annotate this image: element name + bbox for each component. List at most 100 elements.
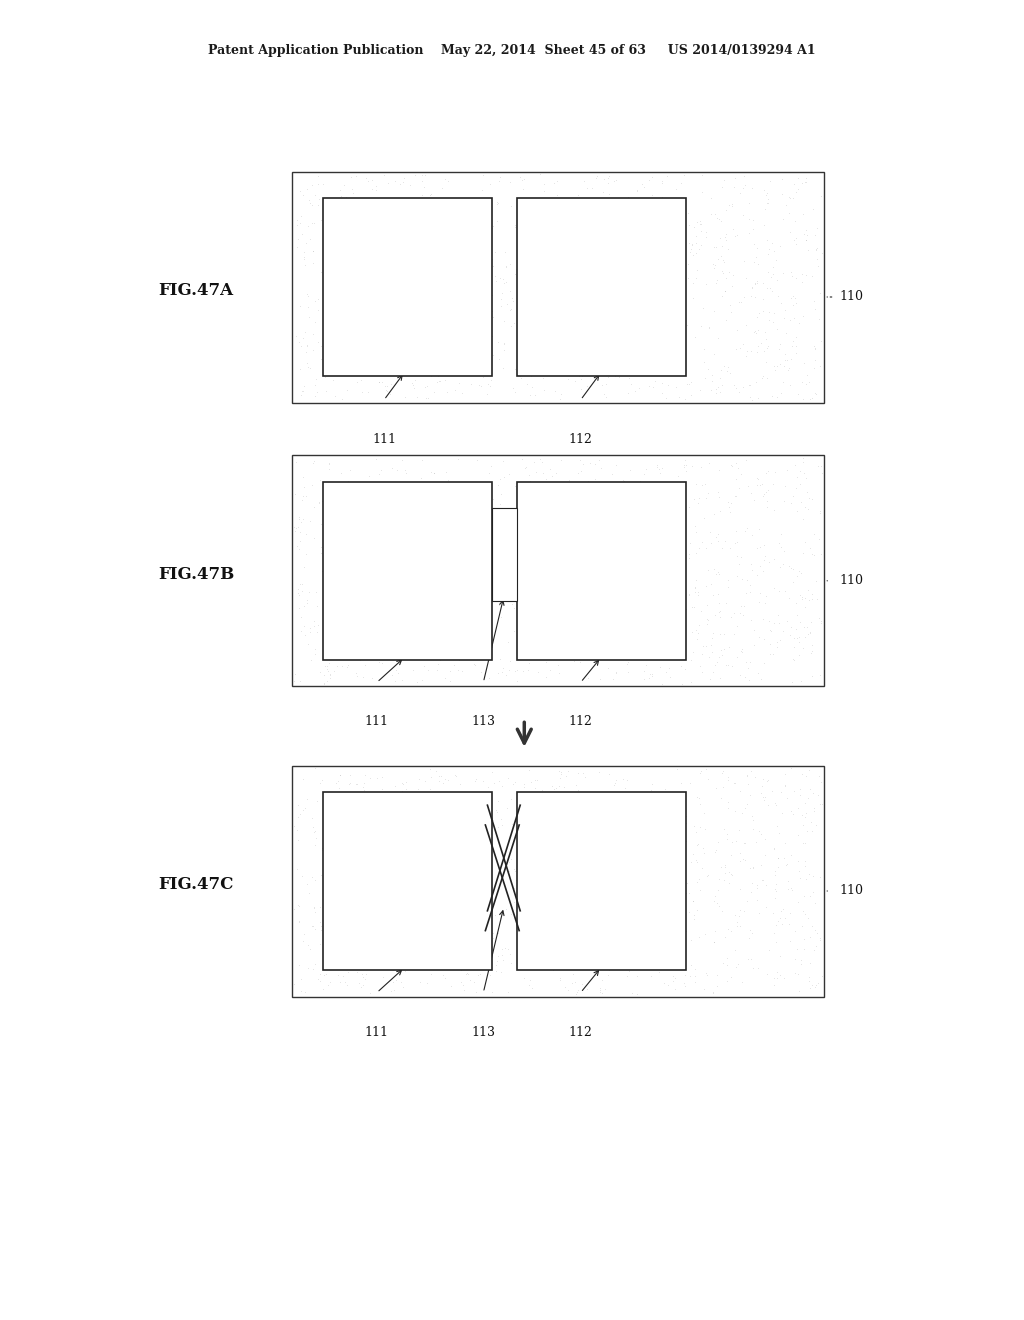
Point <box>420 659 436 680</box>
Point <box>563 973 580 994</box>
Point <box>757 545 773 566</box>
Point <box>664 519 680 540</box>
Point <box>708 527 724 548</box>
Point <box>342 330 358 351</box>
Point <box>291 895 307 916</box>
Point <box>437 202 454 223</box>
Point <box>340 290 356 312</box>
Point <box>547 380 563 401</box>
Point <box>472 207 488 228</box>
Point <box>603 792 620 813</box>
Point <box>393 792 410 813</box>
Point <box>396 578 413 599</box>
Point <box>361 595 378 616</box>
Point <box>540 830 556 851</box>
Point <box>389 948 406 969</box>
Point <box>486 242 503 263</box>
Point <box>295 380 311 401</box>
Point <box>351 216 368 238</box>
Point <box>318 380 335 401</box>
Point <box>518 545 535 566</box>
Point <box>530 632 547 653</box>
Point <box>518 809 535 830</box>
Point <box>468 982 484 1003</box>
Point <box>423 767 439 788</box>
Point <box>666 838 682 859</box>
Point <box>554 619 570 640</box>
Point <box>709 651 725 672</box>
Point <box>560 587 577 609</box>
Point <box>524 871 541 892</box>
Point <box>410 830 426 851</box>
Point <box>599 235 615 256</box>
Point <box>698 614 715 635</box>
Point <box>808 974 824 995</box>
Point <box>503 849 519 870</box>
Point <box>688 628 705 649</box>
Point <box>579 640 595 661</box>
Point <box>427 252 443 273</box>
Point <box>668 583 684 605</box>
Point <box>496 467 512 488</box>
Point <box>738 766 755 787</box>
Point <box>429 490 445 511</box>
Point <box>577 323 593 345</box>
Point <box>325 564 341 585</box>
Point <box>577 927 593 948</box>
Point <box>371 644 387 665</box>
Point <box>396 387 413 408</box>
Point <box>509 659 525 680</box>
Point <box>714 374 730 395</box>
Point <box>608 808 625 829</box>
Point <box>735 165 752 186</box>
Point <box>797 855 813 876</box>
Point <box>290 582 306 603</box>
Point <box>714 260 730 281</box>
Point <box>492 494 508 515</box>
Point <box>293 384 309 405</box>
Point <box>552 645 568 667</box>
Point <box>699 865 716 886</box>
Point <box>314 504 331 525</box>
Point <box>664 194 680 215</box>
Point <box>624 517 640 539</box>
Point <box>454 599 470 620</box>
Point <box>732 338 749 359</box>
Point <box>590 236 606 257</box>
Point <box>565 322 582 343</box>
Point <box>431 560 447 581</box>
Point <box>641 362 657 383</box>
Point <box>685 816 701 837</box>
Point <box>422 899 438 920</box>
Point <box>676 224 692 246</box>
Point <box>649 492 666 513</box>
Point <box>326 636 342 657</box>
Point <box>791 560 807 581</box>
Point <box>643 880 659 902</box>
Point <box>452 487 468 508</box>
Point <box>443 488 460 510</box>
Point <box>532 449 549 470</box>
Point <box>394 610 411 631</box>
Point <box>677 659 693 680</box>
Point <box>677 964 693 985</box>
Point <box>793 491 809 512</box>
Point <box>545 216 561 238</box>
Point <box>540 867 556 888</box>
Point <box>620 550 636 572</box>
Point <box>416 855 432 876</box>
Point <box>581 639 597 660</box>
Point <box>305 252 322 273</box>
Point <box>636 669 652 690</box>
Point <box>335 644 351 665</box>
Point <box>514 801 530 822</box>
Point <box>417 165 433 186</box>
Point <box>728 545 744 566</box>
Point <box>315 645 332 667</box>
Point <box>427 760 443 781</box>
Point <box>567 972 584 993</box>
Point <box>457 359 473 380</box>
Point <box>660 614 677 635</box>
Point <box>436 668 453 689</box>
Point <box>786 636 803 657</box>
